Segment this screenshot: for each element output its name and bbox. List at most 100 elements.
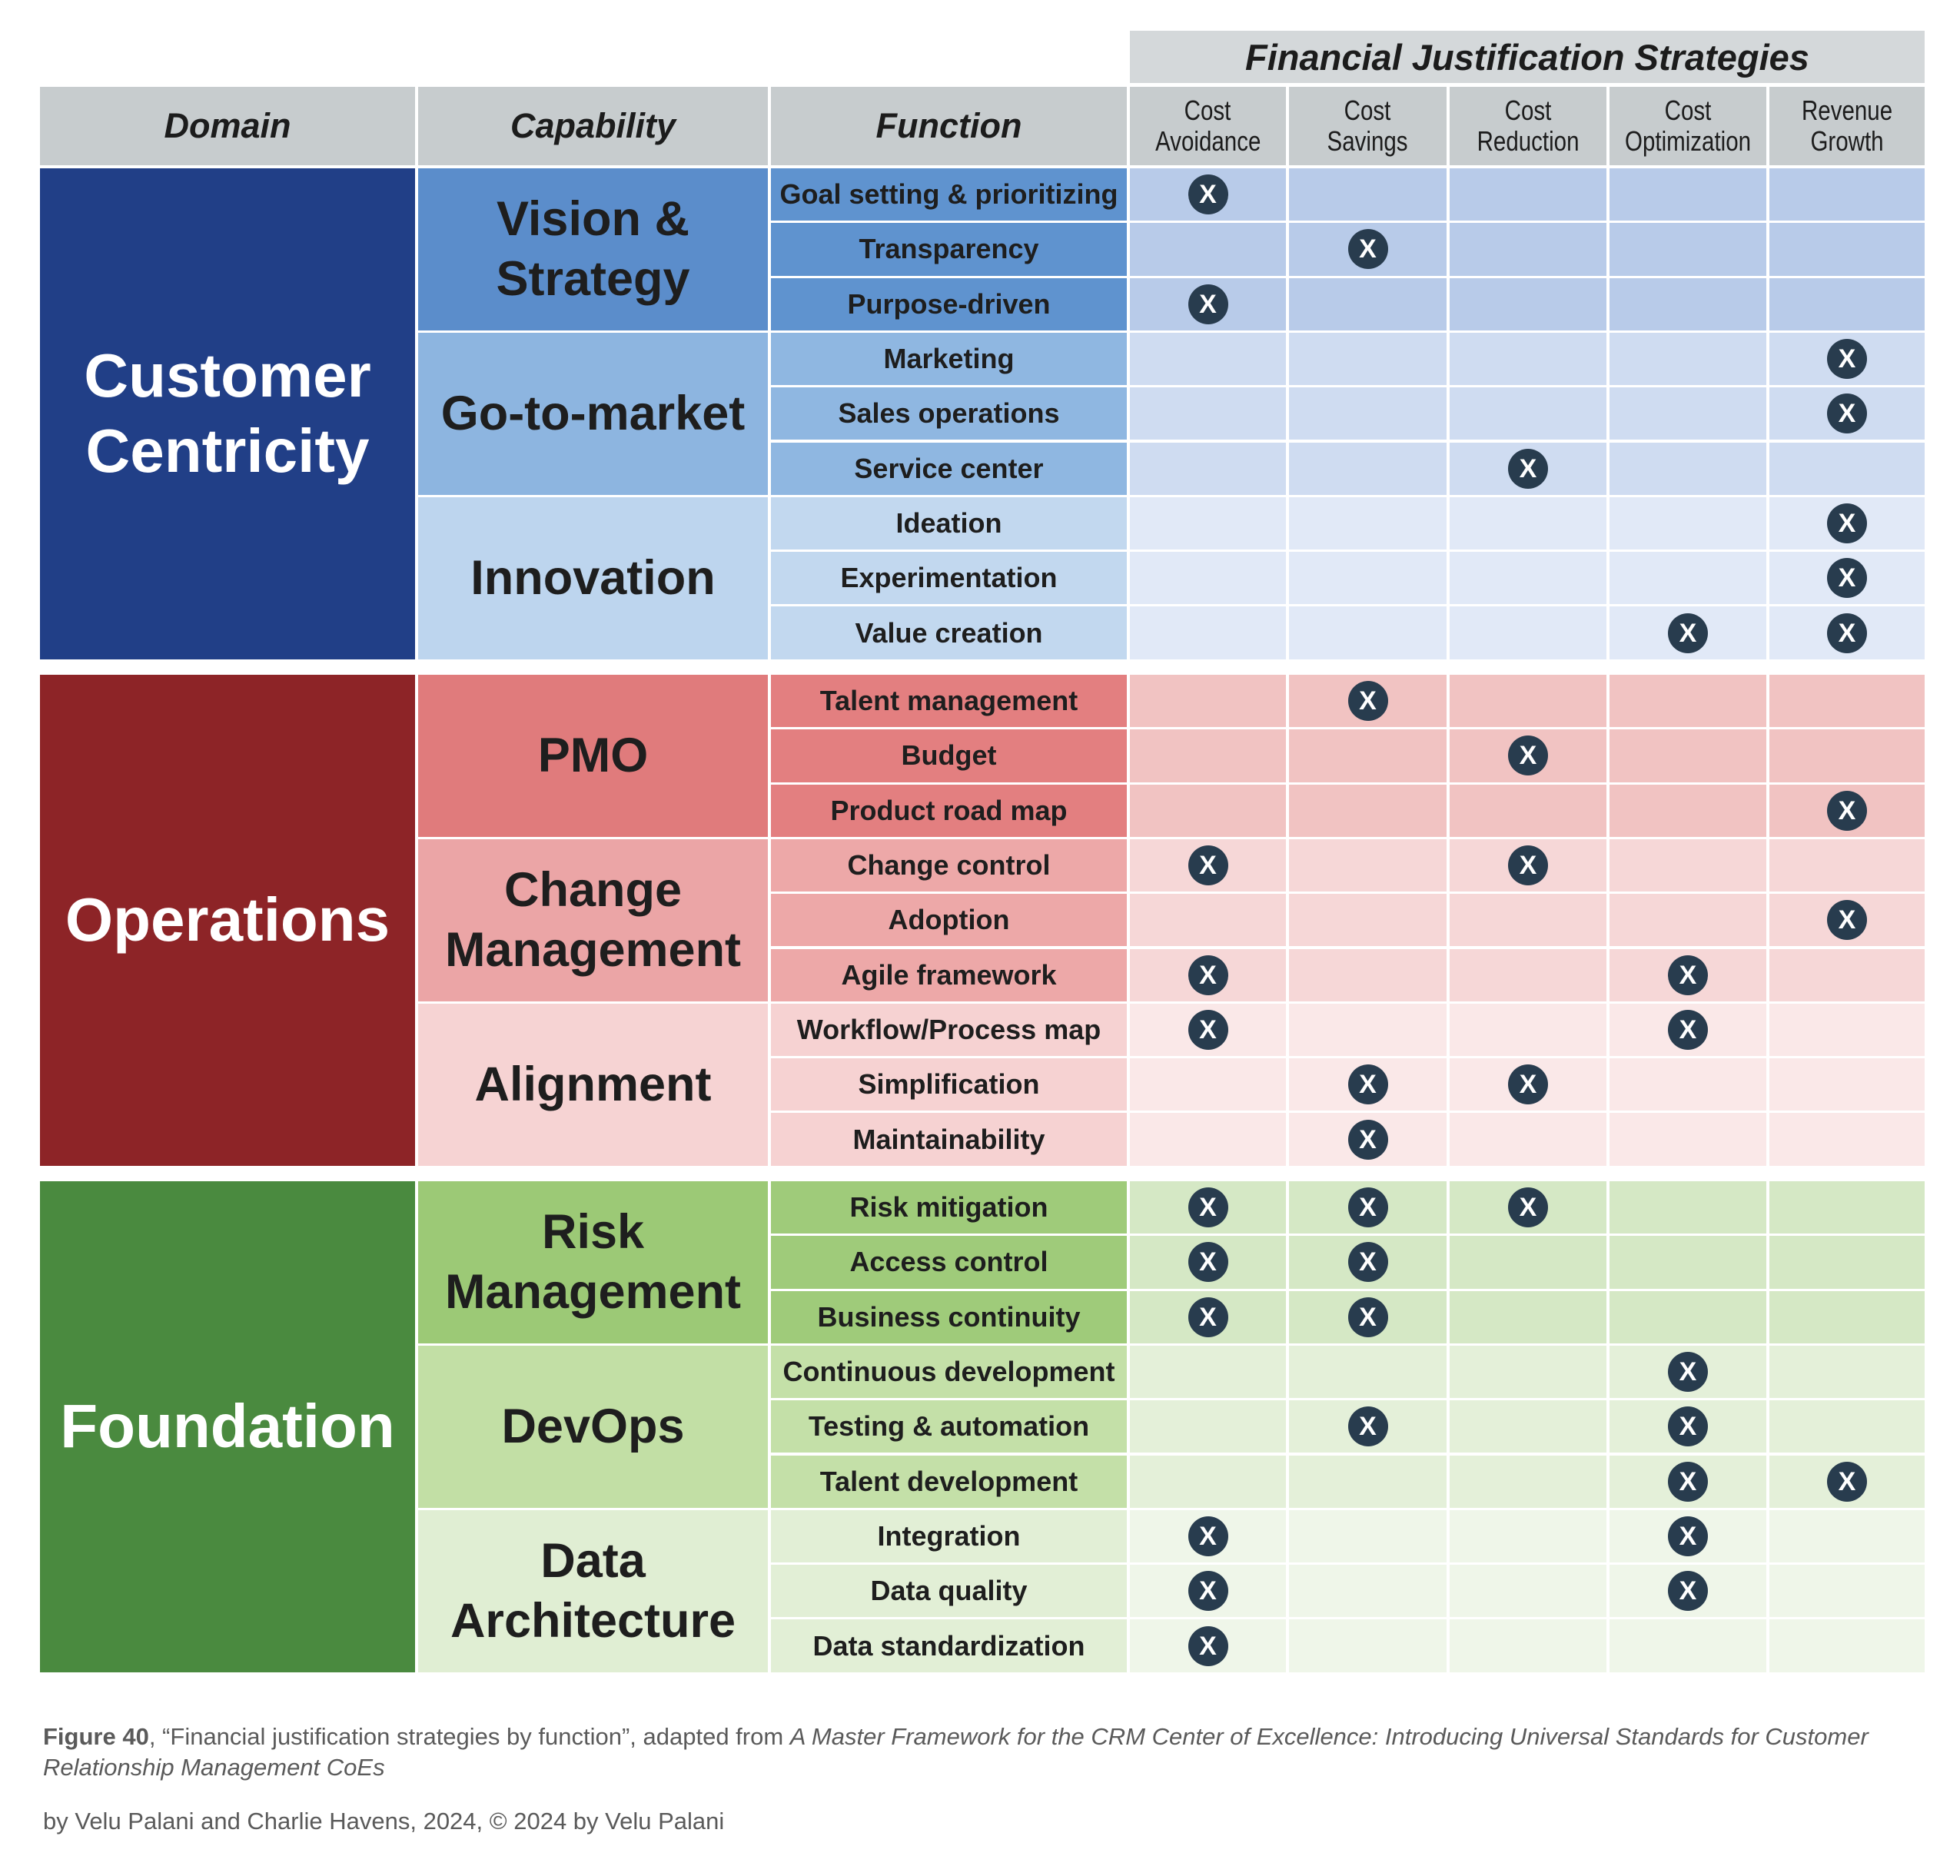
matrix-cell [1610,1058,1766,1111]
matrix-cell: X [1289,223,1447,276]
matrix-cell [1769,168,1925,221]
matrix-cell [1769,1236,1925,1289]
matrix-cell [1289,442,1447,495]
check-x-icon: X [1827,503,1867,543]
matrix-cell [1610,387,1766,440]
matrix-cell [1130,606,1286,659]
matrix-cell [1769,1565,1925,1618]
matrix-cell: X [1289,1181,1447,1234]
matrix-cell [1769,1003,1925,1057]
function-label: Marketing [771,332,1127,386]
check-x-icon: X [1668,1406,1708,1447]
matrix-cell: X [1130,948,1286,1001]
matrix-cell [1769,1400,1925,1453]
function-label: Data standardization [771,1619,1127,1672]
function-label: Goal setting & prioritizing [771,168,1127,221]
check-x-icon: X [1347,1242,1388,1283]
matrix-cell [1769,1290,1925,1343]
matrix-cell [1289,606,1447,659]
strategy-header: Cost Avoidance [1130,87,1286,165]
matrix-cell [1610,784,1766,837]
matrix-cell [1769,277,1925,330]
matrix-cell [1130,1058,1286,1111]
check-x-icon: X [1668,1461,1708,1502]
check-x-icon: X [1668,1352,1708,1393]
matrix-cell [1450,1565,1606,1618]
strategy-header-line: Savings [1327,125,1409,157]
matrix-cell [1130,442,1286,495]
matrix-cell: X [1610,948,1766,1001]
matrix-cell [1610,1113,1766,1166]
function-label: Talent management [771,675,1127,728]
matrix-cell [1450,277,1606,330]
matrix-cell [1450,1619,1606,1672]
function-label: Transparency [771,223,1127,276]
function-label: Agile framework [771,948,1127,1001]
matrix-cell [1289,496,1447,550]
matrix-cell: X [1769,1455,1925,1508]
function-header: Function [771,87,1127,165]
matrix-cell [1769,1345,1925,1399]
matrix-cell [1450,223,1606,276]
function-label: Continuous development [771,1345,1127,1399]
matrix-cell: X [1289,1290,1447,1343]
function-label: Product road map [771,784,1127,837]
matrix-cell: X [1610,1345,1766,1399]
matrix-cell: X [1130,1619,1286,1672]
capability-alignment: Alignment [418,1003,768,1166]
strategy-header-line: Optimization [1624,125,1752,157]
matrix-cell [1610,332,1766,386]
matrix-cell: X [1769,606,1925,659]
matrix-cell [1130,729,1286,782]
capability-data-architecture: Data Architecture [418,1509,768,1672]
matrix-cell [1130,894,1286,947]
function-label: Data quality [771,1565,1127,1618]
matrix-cell: X [1450,1181,1606,1234]
matrix-cell [1289,894,1447,947]
strategy-header-line: Cost [1664,95,1712,126]
figure-caption: Figure 40, “Financial justification stra… [43,1722,1918,1783]
matrix-cell [1450,1290,1606,1343]
function-label: Testing & automation [771,1400,1127,1453]
capability-pmo: PMO [418,675,768,837]
function-label: Business continuity [771,1290,1127,1343]
function-label: Value creation [771,606,1127,659]
function-label: Ideation [771,496,1127,550]
matrix-cell [1130,387,1286,440]
matrix-cell [1450,1003,1606,1057]
matrix-cell [1289,387,1447,440]
matrix-cell: X [1610,1003,1766,1057]
matrix-cell: X [1130,1181,1286,1234]
matrix-cell [1769,1113,1925,1166]
domain-operations: Operations [40,675,415,1166]
matrix-cell [1130,496,1286,550]
matrix-cell [1130,784,1286,837]
check-x-icon: X [1188,1187,1228,1228]
check-x-icon: X [1668,1571,1708,1612]
matrix-cell [1610,838,1766,892]
check-x-icon: X [1827,339,1867,380]
check-x-icon: X [1508,845,1548,886]
matrix-cell: X [1289,675,1447,728]
matrix-cell: X [1610,1455,1766,1508]
matrix-cell [1450,606,1606,659]
function-label: Adoption [771,894,1127,947]
matrix-cell [1450,552,1606,605]
matrix-cell [1130,552,1286,605]
matrix-cell [1610,1290,1766,1343]
matrix-cell [1610,1236,1766,1289]
check-x-icon: X [1827,900,1867,941]
matrix-cell [1769,948,1925,1001]
matrix-cell: X [1769,387,1925,440]
capability-vision-strategy: Vision & Strategy [418,168,768,330]
matrix-cell [1289,1509,1447,1563]
matrix-cell [1289,729,1447,782]
check-x-icon: X [1827,613,1867,653]
strategy-header-line: Reduction [1477,125,1580,157]
function-label: Purpose-driven [771,277,1127,330]
matrix-cell: X [1450,442,1606,495]
check-x-icon: X [1347,681,1388,722]
matrix-cell [1610,442,1766,495]
function-label: Talent development [771,1455,1127,1508]
matrix-cell [1769,838,1925,892]
